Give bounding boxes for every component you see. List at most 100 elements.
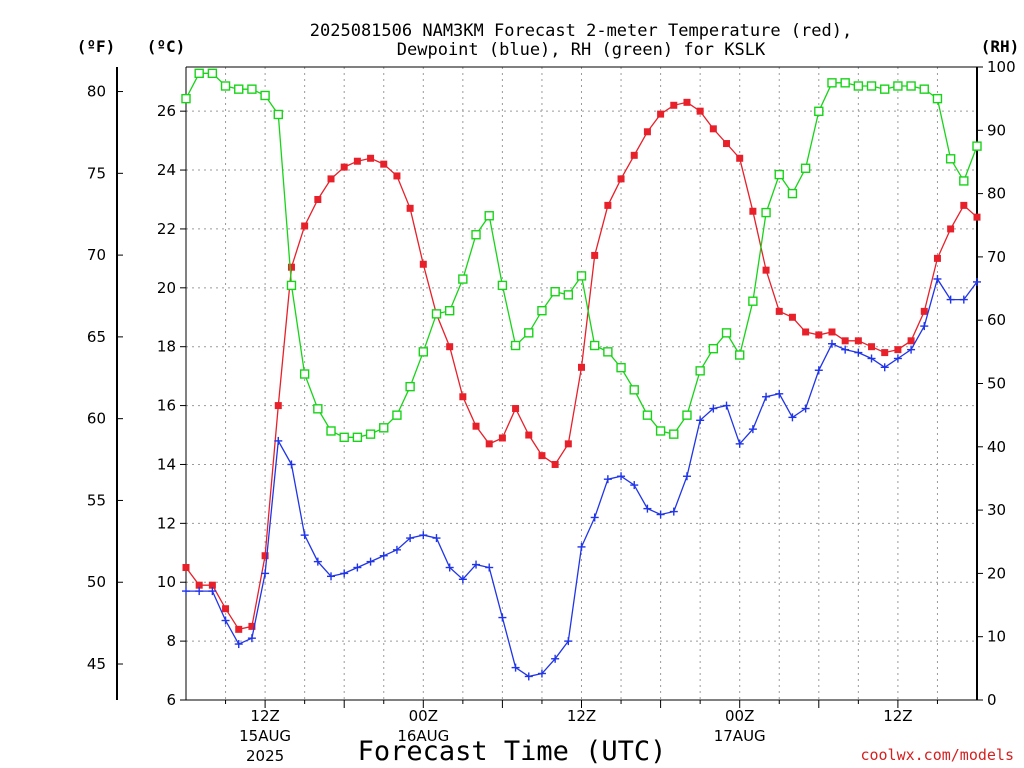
dewpoint-point: [524, 672, 533, 681]
temperature-point: [353, 157, 361, 165]
rh-point: [234, 84, 244, 94]
rh-point: [616, 362, 626, 373]
dewpoint-point: [419, 531, 428, 540]
temperature-point: [775, 307, 783, 315]
chart-title-line-2: Dewpoint (blue), RH (green) for KSLK: [397, 40, 766, 60]
rh-point: [787, 188, 798, 199]
temperature-point: [709, 125, 717, 133]
dewpoint-point: [656, 510, 665, 519]
temperature-point: [933, 254, 941, 262]
dewpoint-point: [379, 551, 388, 560]
rh-point: [603, 347, 613, 357]
dewpoint-point: [221, 616, 230, 625]
rh-point: [827, 78, 837, 88]
rh-point: [893, 81, 903, 91]
fahrenheit-unit-label: (ºF): [77, 37, 116, 56]
dewpoint-point: [182, 587, 190, 596]
celsius-tick-label: 14: [157, 455, 176, 473]
time-tick-date-label: 17AUG: [714, 727, 766, 745]
fahrenheit-tick-label: 75: [87, 164, 106, 182]
temperature-point: [604, 201, 612, 209]
time-tick-label: 00Z: [725, 707, 754, 725]
fahrenheit-tick-label: 50: [87, 573, 106, 591]
dewpoint-point: [920, 322, 929, 331]
dewpoint-point: [274, 436, 283, 445]
rh-point: [181, 93, 191, 104]
rh-point: [695, 366, 705, 376]
grid-lines: [186, 67, 977, 701]
rh-point: [352, 432, 363, 443]
fahrenheit-tick-label: 80: [87, 83, 106, 101]
time-tick-date-label: 15AUG: [239, 727, 291, 745]
time-tick-label: 12Z: [883, 707, 912, 725]
time-tick-label: 12Z: [567, 707, 596, 725]
dewpoint-point: [511, 663, 520, 672]
dewpoint-point: [537, 669, 546, 678]
dewpoint-point: [775, 389, 784, 398]
celsius-tick-label: 12: [157, 514, 176, 532]
temperature-point: [828, 328, 836, 336]
dewpoint-point: [458, 575, 467, 584]
temperature-point: [301, 222, 309, 230]
temperature-point: [815, 331, 823, 339]
rh-tick-label: 0: [987, 691, 997, 709]
rh-point: [655, 426, 666, 436]
rh-point: [880, 84, 890, 94]
dewpoint-point: [617, 472, 626, 481]
x-axis-label: Forecast Time (UTC): [358, 736, 667, 767]
rh-tick-label: 50: [987, 375, 1006, 393]
source-credit: coolwx.com/models: [860, 746, 1014, 764]
dewpoint-point: [195, 587, 204, 596]
dewpoint-point: [933, 274, 942, 283]
temperature-point: [920, 307, 928, 315]
rh-tick-label: 40: [987, 438, 1006, 456]
celsius-tick-label: 20: [157, 279, 176, 297]
rh-point: [853, 81, 864, 91]
dewpoint-point: [366, 557, 375, 566]
dewpoint-point: [735, 439, 744, 448]
celsius-unit-label: (ºC): [147, 37, 186, 56]
celsius-tick-label: 22: [157, 220, 176, 238]
temperature-point: [591, 251, 599, 259]
temperature-point: [894, 346, 902, 354]
rh-point: [524, 328, 534, 338]
rh-point: [247, 84, 257, 94]
dewpoint-point: [762, 392, 771, 401]
chart-title-line-1: 2025081506 NAM3KM Forecast 2-meter Tempe…: [310, 21, 852, 41]
celsius-tick-label: 6: [166, 691, 176, 709]
rh-point: [959, 176, 969, 186]
rh-point: [800, 163, 811, 173]
temperature-point: [472, 422, 480, 430]
rh-point: [919, 84, 929, 94]
rh-point: [721, 328, 732, 338]
rh-tick-label: 60: [987, 311, 1006, 329]
rh-point: [682, 410, 692, 420]
dewpoint-point: [300, 531, 309, 540]
dewpoint-point: [748, 425, 757, 434]
temperature-point: [907, 337, 915, 345]
rh-point: [866, 81, 877, 91]
celsius-tick-label: 8: [166, 632, 176, 650]
rh-point: [431, 309, 442, 319]
temperature-point: [419, 260, 427, 268]
rh-point: [642, 410, 653, 420]
temperature-point: [947, 225, 955, 233]
rh-point: [537, 306, 547, 316]
dewpoint-point: [682, 472, 691, 481]
temperature-point: [657, 110, 665, 118]
dewpoint-point: [432, 534, 441, 543]
rh-point: [972, 141, 982, 151]
dewpoint-point: [827, 339, 836, 348]
dewpoint-point: [880, 363, 889, 372]
rh-point: [484, 211, 494, 221]
temperature-point: [380, 160, 388, 168]
rh-tick-label: 100: [987, 58, 1016, 76]
rh-point: [339, 432, 349, 443]
celsius-tick-label: 26: [157, 102, 176, 120]
temperature-point: [578, 363, 585, 371]
dewpoint-point: [867, 354, 876, 363]
time-tick-label: 00Z: [409, 707, 438, 725]
rh-point: [669, 429, 679, 439]
